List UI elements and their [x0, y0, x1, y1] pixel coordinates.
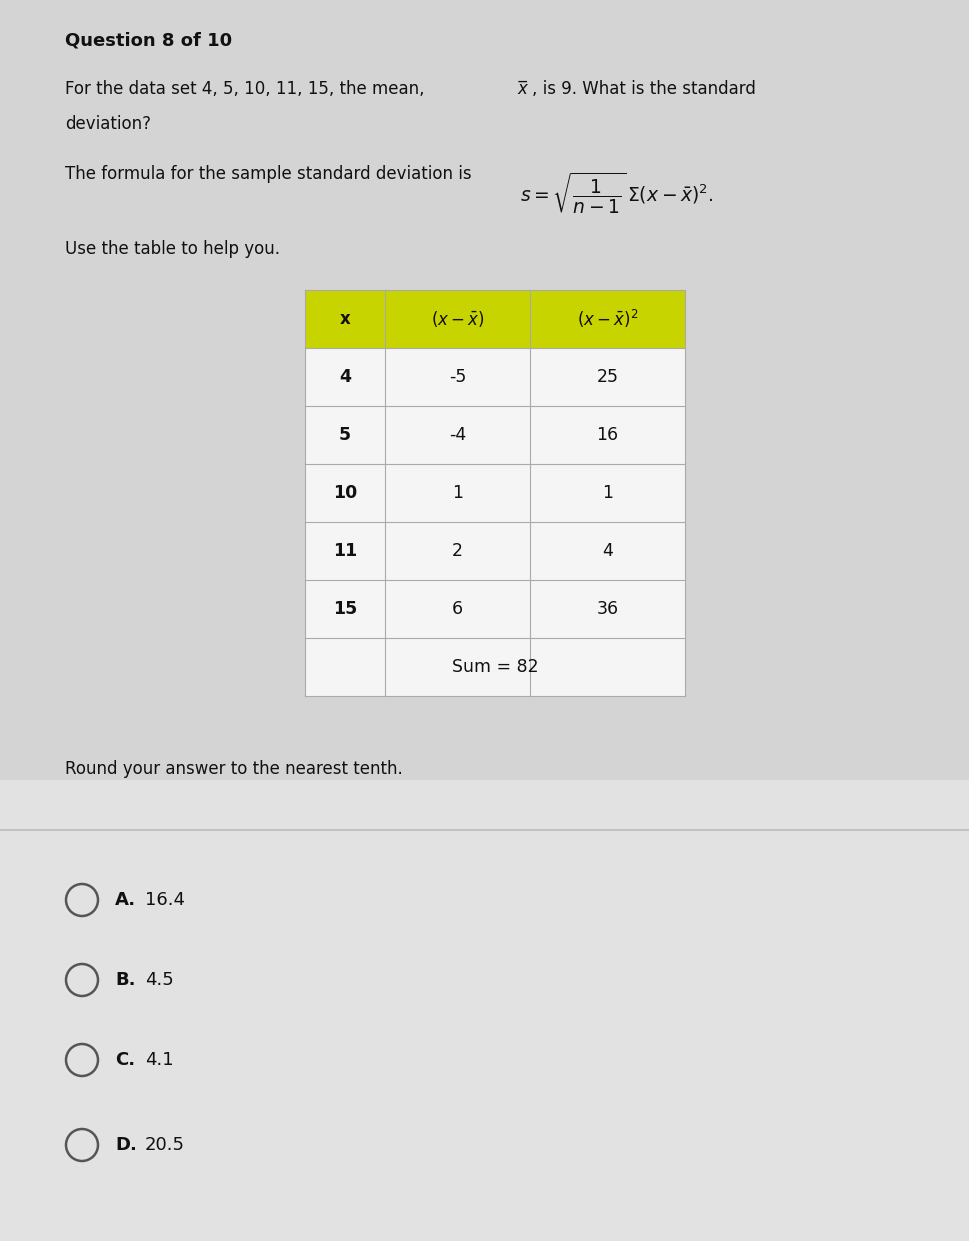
Text: $s = \sqrt{\dfrac{1}{n-1}}\,\Sigma(x - \bar{x})^2.$: $s = \sqrt{\dfrac{1}{n-1}}\,\Sigma(x - \… — [520, 170, 714, 215]
Text: 1: 1 — [602, 484, 613, 503]
Text: Round your answer to the nearest tenth.: Round your answer to the nearest tenth. — [65, 759, 403, 778]
Text: 36: 36 — [597, 599, 618, 618]
Text: Sum = 82: Sum = 82 — [452, 658, 539, 676]
Text: Use the table to help you.: Use the table to help you. — [65, 240, 280, 258]
Text: 2: 2 — [452, 542, 463, 560]
Text: -4: -4 — [449, 426, 466, 444]
Text: B.: B. — [115, 970, 136, 989]
Text: 20.5: 20.5 — [145, 1136, 185, 1154]
Text: A.: A. — [115, 891, 136, 908]
Text: Question 8 of 10: Question 8 of 10 — [65, 32, 233, 50]
Text: $\mathbf{x}$: $\mathbf{x}$ — [339, 310, 351, 328]
Text: 25: 25 — [597, 369, 618, 386]
Text: 10: 10 — [333, 484, 358, 503]
Bar — [305, 290, 685, 347]
Text: $(x - \bar{x})$: $(x - \bar{x})$ — [430, 309, 484, 329]
Text: The formula for the sample standard deviation is: The formula for the sample standard devi… — [65, 165, 477, 182]
Text: -5: -5 — [449, 369, 466, 386]
Text: 11: 11 — [333, 542, 358, 560]
Bar — [0, 0, 969, 781]
Text: 15: 15 — [333, 599, 358, 618]
Text: deviation?: deviation? — [65, 115, 151, 133]
Text: 1: 1 — [452, 484, 463, 503]
Text: x̅: x̅ — [517, 79, 527, 98]
Bar — [305, 290, 685, 696]
Text: 4.5: 4.5 — [145, 970, 173, 989]
Text: , is 9. What is the standard: , is 9. What is the standard — [532, 79, 756, 98]
Text: 4: 4 — [339, 369, 351, 386]
Text: 4: 4 — [602, 542, 613, 560]
Text: C.: C. — [115, 1051, 135, 1069]
Text: $(x - \bar{x})^2$: $(x - \bar{x})^2$ — [577, 308, 639, 330]
Text: 5: 5 — [339, 426, 351, 444]
Text: 4.1: 4.1 — [145, 1051, 173, 1069]
Text: For the data set 4, 5, 10, 11, 15, the mean,: For the data set 4, 5, 10, 11, 15, the m… — [65, 79, 429, 98]
Text: 16.4: 16.4 — [145, 891, 185, 908]
Text: D.: D. — [115, 1136, 137, 1154]
Text: 6: 6 — [452, 599, 463, 618]
Bar — [0, 781, 969, 1241]
Text: 16: 16 — [597, 426, 618, 444]
